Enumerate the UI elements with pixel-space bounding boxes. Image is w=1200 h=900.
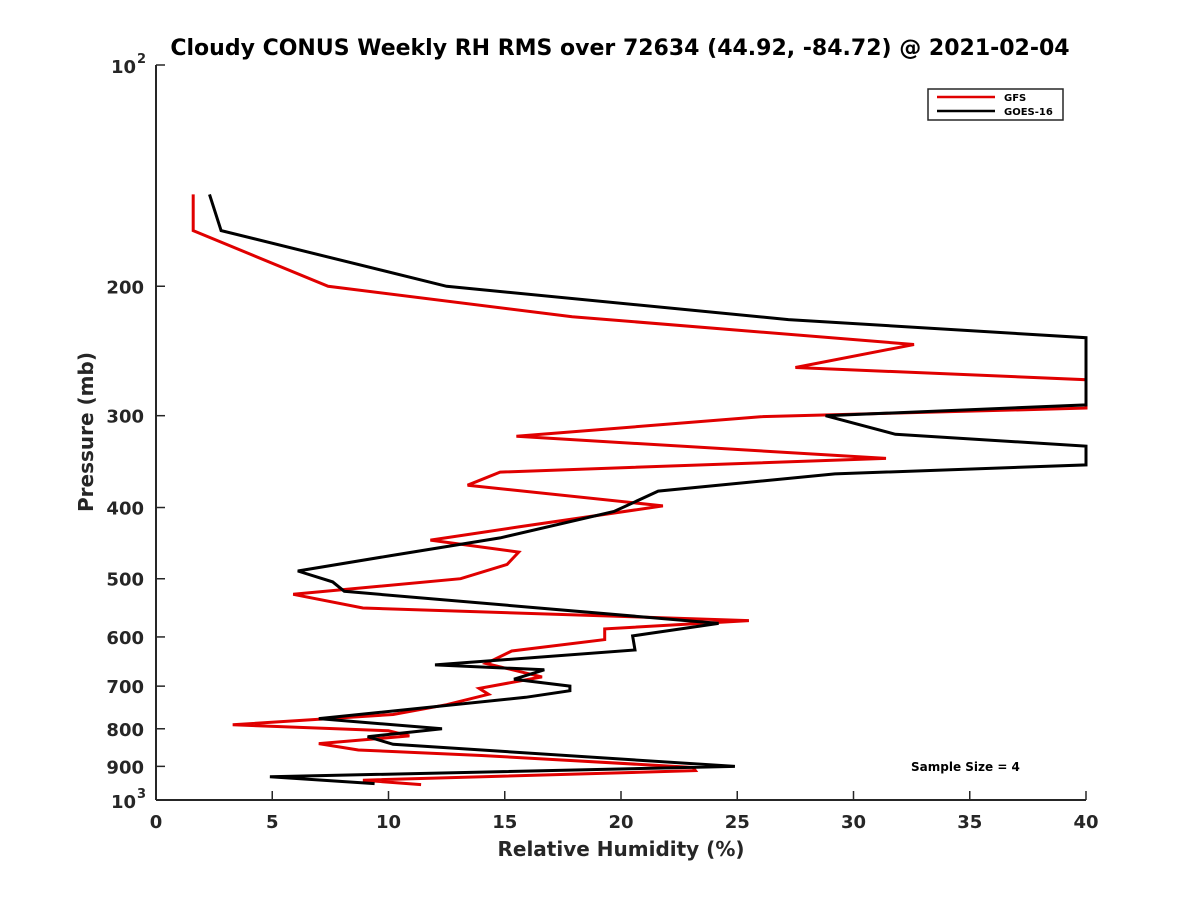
y-tick-exponent: 2 <box>137 52 146 67</box>
x-tick-label: 0 <box>150 812 163 833</box>
x-tick-label: 40 <box>1073 812 1098 833</box>
y-tick-label: 300 <box>106 407 144 428</box>
y-tick-label: 400 <box>106 499 144 520</box>
y-tick-label: 800 <box>106 720 144 741</box>
x-tick-label: 15 <box>492 812 517 833</box>
legend-label-goes16: GOES-16 <box>1004 107 1053 118</box>
x-tick-label: 25 <box>725 812 750 833</box>
x-axis-label: Relative Humidity (%) <box>497 837 744 861</box>
series-layer <box>191 193 1088 787</box>
y-tick-label: 900 <box>106 757 144 778</box>
x-tick-label: 20 <box>608 812 633 833</box>
y-tick-exponent: 3 <box>137 787 146 802</box>
y-tick-label: 700 <box>106 677 144 698</box>
y-tick-label: 10 <box>111 57 136 78</box>
x-tick-label: 35 <box>957 812 982 833</box>
x-tick-label: 30 <box>841 812 866 833</box>
y-tick-label: 200 <box>106 277 144 298</box>
legend: GFS GOES-16 <box>927 88 1064 121</box>
y-tick-label: 600 <box>106 628 144 649</box>
x-ticks: 0 5 10 15 20 25 30 35 40 <box>150 791 1099 833</box>
x-tick-label: 5 <box>266 812 279 833</box>
chart-title: Cloudy CONUS Weekly RH RMS over 72634 (4… <box>170 36 1069 61</box>
y-axis-label: Pressure (mb) <box>74 352 98 512</box>
legend-label-gfs: GFS <box>1004 93 1026 104</box>
y-tick-label: 10 <box>111 792 136 813</box>
plot-area <box>191 193 1088 787</box>
axes-layer: 0 5 10 15 20 25 30 35 40 10 220030040050060070080… <box>106 52 1098 833</box>
y-tick-label: 500 <box>106 570 144 591</box>
sample-size-annotation: Sample Size = 4 <box>911 760 1020 774</box>
x-tick-label: 10 <box>376 812 401 833</box>
series-line-goes-16 <box>208 193 1088 786</box>
legend-box <box>927 88 1064 121</box>
